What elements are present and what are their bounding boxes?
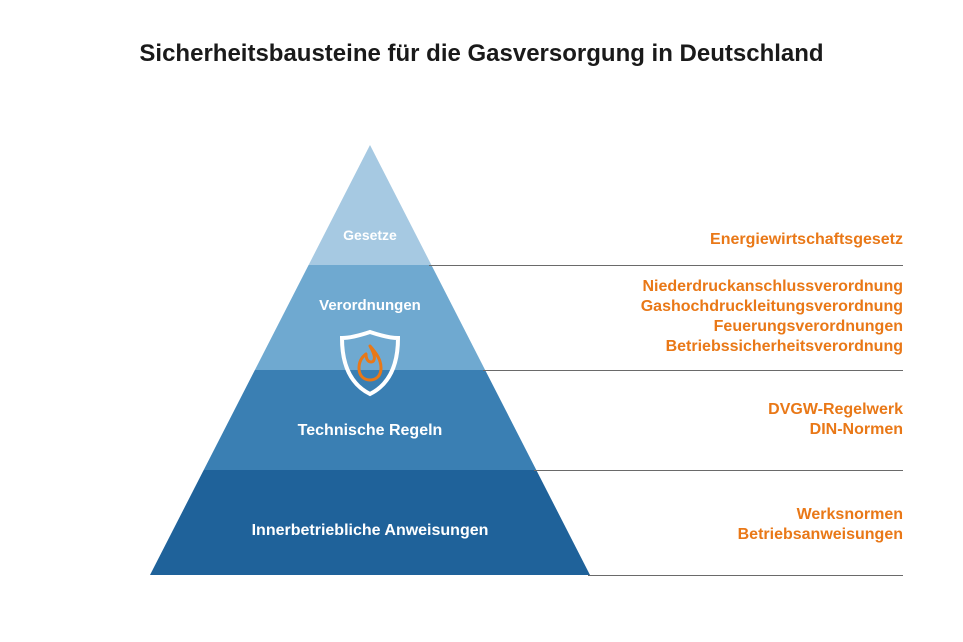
annotation-line: Betriebsanweisungen [738,525,903,545]
annotation-line: Niederdruckanschlussverordnung [641,277,903,297]
pyramid-level-1 [255,265,485,370]
pyramid-diagram: Gesetze Verordnungen Technische Regeln Inne… [150,145,590,585]
annotation-line: Feuerungsverordnungen [641,317,903,337]
pyramid-level-0 [309,145,432,265]
pyramid-level-label-2: Technische Regeln [298,422,443,439]
divider-line-1 [483,370,903,371]
divider-line-0 [429,265,903,266]
page-title: Sicherheitsbausteine für die Gasversorgu… [0,40,963,68]
annotation-line: Gashochdruckleitungsverordnung [641,297,903,317]
annotation-line: DVGW-Regelwerk [768,400,903,420]
annotation-line: Betriebssicherheitsverordnung [641,337,903,357]
pyramid-level-label-3: Innerbetriebliche Anweisungen [252,522,489,539]
pyramid-level-label-1: Verordnungen [319,297,421,314]
annotation-line: Energiewirtschaftsgesetz [710,230,903,250]
annotation-line: Werksnormen [738,505,903,525]
annotation-group-1: NiederdruckanschlussverordnungGashochdru… [641,277,903,357]
annotation-line: DIN-Normen [768,420,903,440]
annotation-group-0: Energiewirtschaftsgesetz [710,230,903,250]
pyramid-level-2 [204,370,537,470]
divider-line-3 [588,575,903,576]
annotation-group-3: WerksnormenBetriebsanweisungen [738,505,903,545]
pyramid-level-label-0: Gesetze [343,227,397,243]
annotation-group-2: DVGW-RegelwerkDIN-Normen [768,400,903,440]
divider-line-2 [534,470,903,471]
